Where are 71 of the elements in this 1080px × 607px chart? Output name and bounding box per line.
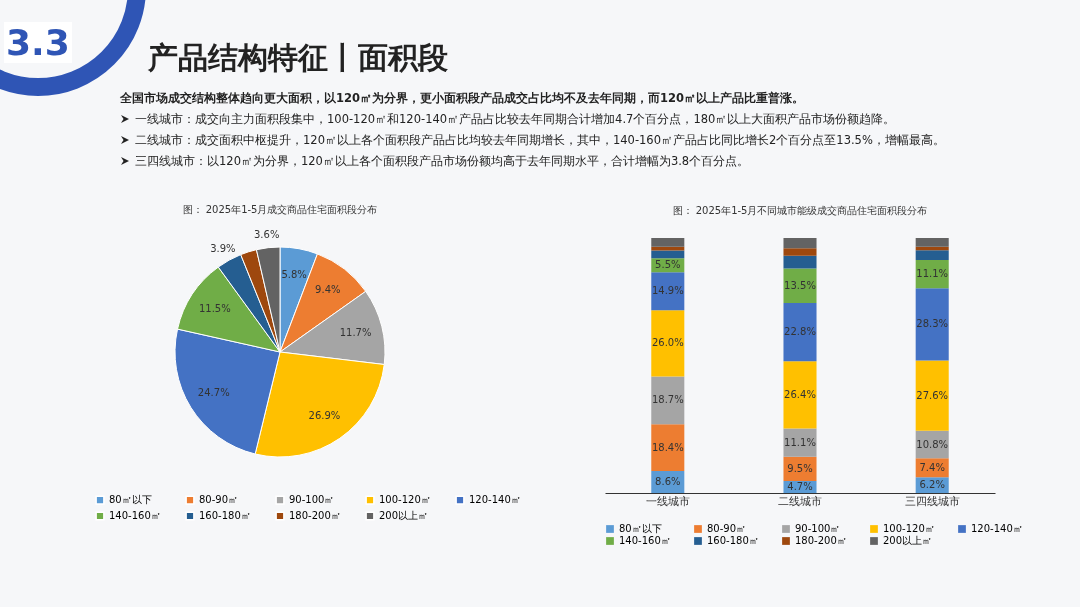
legend-label: 80-90㎡ [707, 523, 747, 534]
legend-label: 90-100㎡ [289, 494, 335, 506]
bar [915, 238, 949, 247]
bar [783, 268, 817, 304]
legend-label: 80-90㎡ [199, 494, 239, 506]
legend-label: 120-140㎡ [469, 494, 521, 506]
bar [783, 361, 817, 429]
data-label: 6.2% [919, 479, 945, 491]
data-label: 13.5% [784, 279, 816, 291]
bar [651, 376, 685, 425]
legend-label: 160-180㎡ [199, 510, 251, 521]
x-tick-label: 三四线城市 [904, 494, 960, 508]
text: 3.3 [4, 22, 72, 63]
legend-label: 100-120㎡ [883, 523, 935, 534]
legend-label: 200以上㎡ [883, 535, 933, 546]
chart-title: 图： 2025年1-5月不同城市能级成交商品住宅面积段分布 [672, 205, 928, 216]
legend-label: 80㎡以下 [619, 523, 662, 534]
data-label: 7.4% [919, 461, 945, 473]
data-label: 10.8% [916, 438, 949, 450]
data-label: 4.7% [787, 481, 813, 493]
bar [651, 250, 685, 259]
legend-label: 200以上㎡ [379, 510, 429, 521]
text: 产品结构特征丨面积段 [148, 39, 448, 77]
x-tick-label: 二线城市 [778, 494, 822, 508]
data-label: 11.1% [916, 268, 949, 280]
legend-label: 180-200㎡ [289, 510, 341, 521]
data-label: 5.5% [655, 259, 681, 271]
data-label: 22.8% [784, 326, 816, 338]
data-label: 26.0% [651, 337, 684, 349]
bar [783, 428, 817, 457]
bar [915, 288, 949, 361]
legend-label: 160-180㎡ [707, 535, 759, 546]
data-label: 27.6% [916, 389, 949, 401]
data-label: 18.7% [651, 394, 684, 406]
text: 三四线城市：以120㎡为分界，120㎡以上各个面积段产品市场份额均高于去年同期水平，合计增幅为3.8个百分点。 [134, 153, 751, 170]
data-label: 11.1% [784, 436, 816, 448]
data-label: 3.6% [253, 228, 280, 240]
bar [783, 255, 817, 269]
data-label: 11.5% [198, 303, 231, 315]
bar [783, 238, 817, 249]
data-label: 24.7% [197, 387, 230, 399]
bar [651, 238, 685, 247]
data-label: 8.6% [655, 476, 681, 488]
legend-label: 140-160㎡ [619, 535, 671, 546]
data-label: 18.4% [651, 441, 684, 453]
legend-label: 140-160㎡ [109, 510, 161, 521]
data-label: 26.9% [308, 410, 341, 422]
legend-label: 90-100㎡ [795, 523, 841, 534]
bar [915, 360, 949, 431]
data-label: 11.7% [339, 326, 372, 338]
data-label: 9.5% [787, 462, 813, 474]
legend-label: 180-200㎡ [795, 535, 847, 546]
data-label: 26.4% [784, 388, 816, 400]
text: 全国市场成交结构整体趋向更大面积，以120㎡为分界，更小面积段产品成交占比均不及去年同期，而120㎡以上产品比重普涨。 [120, 90, 805, 107]
data-label: 3.9% [210, 242, 236, 254]
chart-title: 图： 2025年1-5月成交商品住宅面积段分布 [182, 204, 378, 215]
bar [915, 250, 949, 260]
data-label: 14.9% [651, 285, 684, 297]
x-tick-label: 一线城市 [645, 494, 690, 508]
bar [783, 303, 817, 362]
legend-label: 120-140㎡ [971, 523, 1023, 534]
legend-label: 80㎡以下 [109, 494, 152, 506]
legend-label: 100-120㎡ [379, 494, 431, 506]
data-label: 9.4% [315, 284, 341, 296]
bar [783, 248, 817, 256]
text: 二线城市：成交面积中枢提升，120㎡以上各个面积段产品占比均较去年同期增长，其中，140-160㎡产品占比同比增长2个百分点至13.5%，增幅最高。 [134, 132, 946, 149]
data-label: 5.8% [281, 269, 307, 281]
data-label: 28.3% [916, 318, 949, 330]
text: 一线城市：成交向主力面积段集中，100-120㎡和120-140㎡产品占比较去年同期合计增加4.7个百分点，180㎡以上大面积产品市场份额趋降。 [134, 111, 897, 128]
bar [651, 424, 685, 472]
bar [651, 310, 685, 377]
